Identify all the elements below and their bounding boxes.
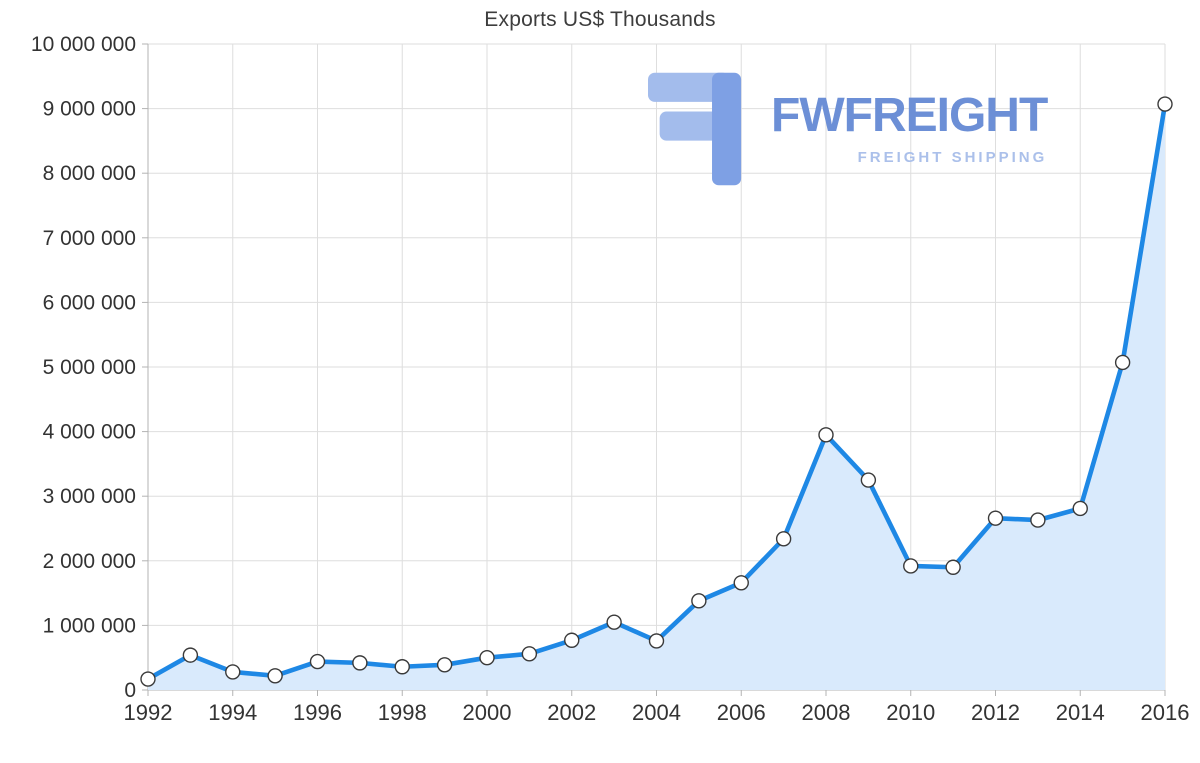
x-tick-label: 1994 — [208, 700, 257, 725]
x-tick-label: 1992 — [124, 700, 173, 725]
y-tick-label: 4 000 000 — [43, 421, 136, 444]
y-tick-label: 2 000 000 — [43, 550, 136, 573]
y-tick-label: 8 000 000 — [43, 162, 136, 185]
area-fill — [148, 104, 1165, 690]
data-point-marker — [606, 614, 622, 630]
data-point-marker — [860, 472, 877, 488]
data-point-marker — [182, 647, 199, 663]
data-point-marker — [394, 659, 410, 675]
y-tick-label: 0 — [124, 679, 136, 702]
x-tick-label: 2012 — [971, 700, 1020, 725]
data-point-marker — [521, 646, 538, 662]
chart-title: Exports US$ Thousands — [484, 8, 716, 31]
data-point-marker — [691, 593, 707, 609]
data-point-marker — [352, 655, 368, 671]
y-tick-label: 9 000 000 — [43, 98, 136, 121]
x-tick-label: 1996 — [293, 700, 342, 725]
data-point-marker — [818, 427, 834, 443]
data-point-marker — [436, 657, 453, 673]
x-tick-label: 2000 — [463, 700, 512, 725]
data-point-marker — [1157, 96, 1173, 112]
data-point-marker — [309, 653, 326, 670]
data-point-marker — [1030, 512, 1046, 528]
data-point-marker — [225, 664, 241, 680]
data-point-marker — [564, 632, 580, 648]
data-point-marker — [945, 559, 961, 575]
y-tick-label: 6 000 000 — [43, 291, 136, 314]
data-point-marker — [1114, 354, 1131, 371]
x-tick-label: 2014 — [1056, 700, 1105, 725]
y-tick-label: 5 000 000 — [43, 356, 136, 379]
y-tick-label: 3 000 000 — [43, 485, 136, 508]
x-tick-label: 2016 — [1141, 700, 1190, 725]
data-point-marker — [479, 650, 495, 666]
y-tick-label: 7 000 000 — [43, 227, 136, 250]
data-point-marker — [648, 633, 665, 649]
data-point-marker — [733, 575, 749, 591]
x-tick-label: 2006 — [717, 700, 766, 725]
y-tick-label: 1 000 000 — [43, 614, 136, 637]
y-tick-label: 10 000 000 — [31, 33, 136, 56]
data-point-marker — [267, 668, 283, 684]
x-tick-label: 1998 — [378, 700, 427, 725]
x-tick-label: 2008 — [802, 700, 851, 725]
x-tick-label: 2004 — [632, 700, 681, 725]
x-tick-label: 2010 — [886, 700, 935, 725]
data-point-marker — [903, 558, 919, 574]
x-tick-label: 2002 — [547, 700, 596, 725]
data-point-marker — [775, 531, 792, 547]
data-point-marker — [987, 510, 1004, 526]
data-point-marker — [140, 671, 156, 687]
data-point-marker — [1072, 500, 1088, 517]
